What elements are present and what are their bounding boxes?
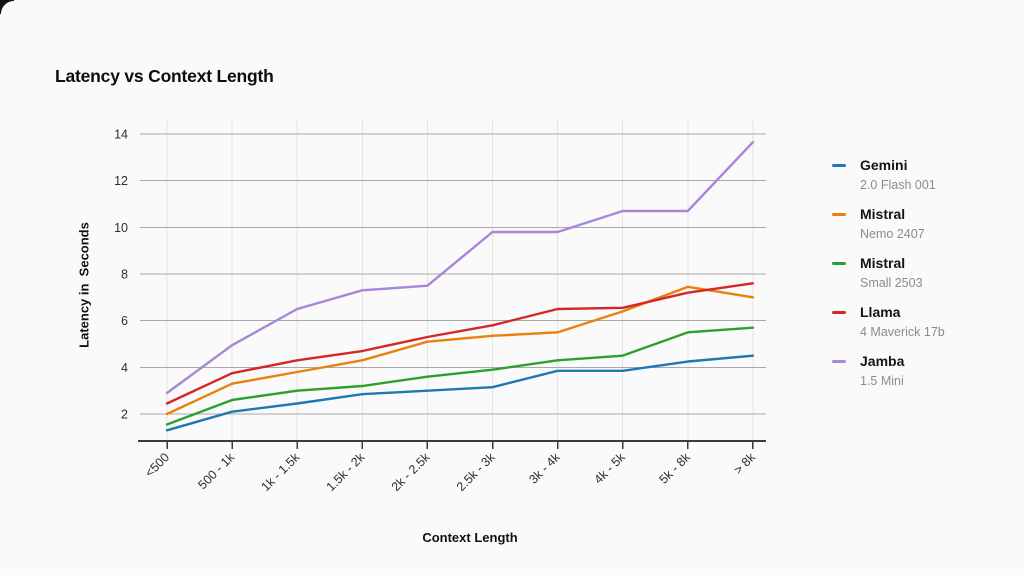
legend-item-gemini-2-0-flash-001: Gemini 2.0 Flash 001 (832, 157, 945, 193)
chart-legend: Gemini 2.0 Flash 001 Mistral Nemo 2407 Mistr… (832, 157, 945, 389)
x-axis-title: Context Length (422, 530, 518, 545)
y-tick-label: 10 (114, 221, 128, 235)
legend-swatch (832, 262, 846, 265)
chart-title: Latency vs Context Length (55, 66, 274, 86)
legend-series-name: Mistral (860, 206, 906, 222)
legend-series-subtitle: 1.5 Mini (860, 374, 904, 388)
legend-series-subtitle: 2.0 Flash 001 (860, 178, 936, 192)
y-tick-label: 12 (114, 174, 128, 188)
y-tick-label: 14 (114, 128, 128, 142)
x-tick-label: > 8k (731, 450, 758, 477)
legend-item-mistral-small-2503: Mistral Small 2503 (832, 255, 945, 291)
x-tick-label: 4k - 5k (591, 450, 628, 487)
legend-series-subtitle: 4 Maverick 17b (860, 325, 945, 339)
series-line-jamba-1-5-mini (165, 140, 755, 395)
legend-swatch (832, 164, 846, 167)
legend-swatch (832, 311, 846, 314)
y-tick-label: 8 (121, 268, 128, 282)
series-line-gemini-2-0-flash-001 (165, 354, 755, 432)
legend-item-mistral-nemo-2407: Mistral Nemo 2407 (832, 206, 945, 242)
series-line-mistral-nemo-2407 (165, 285, 755, 416)
legend-series-subtitle: Nemo 2407 (860, 227, 925, 241)
legend-series-name: Mistral (860, 255, 906, 271)
legend-item-jamba-1-5-mini: Jamba 1.5 Mini (832, 353, 945, 389)
legend-series-name: Jamba (860, 353, 905, 369)
x-tick-label: 5k - 8k (656, 450, 693, 487)
series-line-llama-4-maverick-17b (165, 282, 755, 405)
legend-series-name: Llama (860, 304, 901, 320)
x-tick-label: 3k - 4k (526, 450, 563, 487)
y-tick-label: 6 (121, 314, 128, 328)
legend-swatch (832, 360, 846, 363)
legend-series-subtitle: Small 2503 (860, 276, 923, 290)
series-line-mistral-small-2503 (165, 326, 755, 426)
x-tick-label: 2k - 2.5k (389, 450, 433, 494)
x-tick-label: 1k - 1.5k (259, 450, 303, 494)
x-tick-label: <500 (142, 450, 172, 480)
x-tick-label: 500 - 1k (195, 450, 237, 492)
legend-series-name: Gemini (860, 157, 908, 173)
window-corner-artifact (0, 0, 14, 14)
legend-swatch (832, 213, 846, 216)
y-tick-label: 4 (121, 361, 128, 375)
x-tick-label: 1.5k - 2k (324, 450, 368, 494)
x-tick-label: 2.5k - 3k (454, 450, 498, 494)
legend-item-llama-4-maverick-17b: Llama 4 Maverick 17b (832, 304, 945, 340)
y-tick-label: 2 (121, 408, 128, 422)
